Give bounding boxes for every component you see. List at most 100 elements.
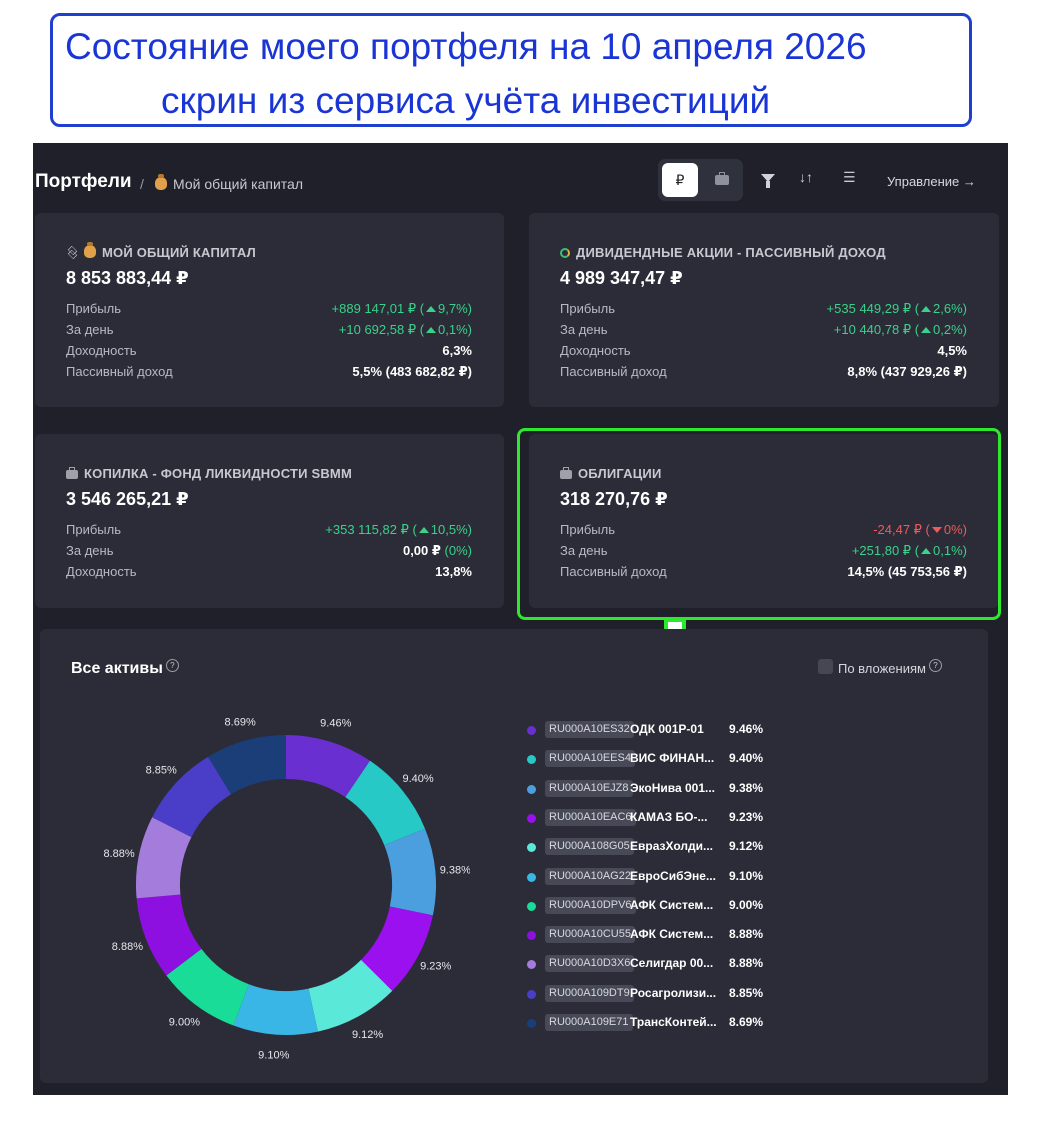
row-value: +535 449,29 ₽ (2,6%): [827, 301, 967, 317]
row-value-pct: 9,7%): [438, 301, 472, 316]
row-label: Прибыль: [66, 301, 121, 316]
asset-percent: 9.46%: [729, 722, 764, 736]
row-label: Доходность: [66, 564, 137, 579]
card-amount: 8 853 883,44 ₽: [66, 268, 189, 288]
row-value-pct: (0%): [440, 543, 472, 558]
isin-tag: RU000A10EES4: [545, 750, 635, 768]
row-label: За день: [66, 322, 114, 337]
legend-item[interactable]: RU000A109E71 ТрансКонтей... 8.69%: [527, 1012, 787, 1034]
legend-item[interactable]: RU000A10AG22 ЕвроСибЭне... 9.10%: [527, 866, 787, 888]
portfolio-view-button[interactable]: [704, 163, 740, 197]
isin-tag: RU000A10D3X6: [545, 955, 635, 973]
card-title: ДИВИДЕНДНЫЕ АКЦИИ - ПАССИВНЫЙ ДОХОД: [560, 245, 886, 260]
row-value-amount: +10 440,78 ₽ (: [833, 322, 920, 337]
card-title-text: МОЙ ОБЩИЙ КАПИТАЛ: [102, 245, 256, 260]
row-value: 8,8% (437 929,26 ₽): [847, 364, 967, 379]
legend-item[interactable]: RU000A109DT9 Росагролизи... 8.85%: [527, 983, 787, 1005]
row-value: 6,3%: [442, 343, 472, 358]
asset-name: Росагролизи...: [630, 985, 717, 1000]
donut-slice[interactable]: [384, 828, 436, 916]
isin-tag: RU000A10CU55: [545, 926, 635, 944]
by-investment-label: По вложениям?: [838, 659, 942, 676]
donut-slice-label: 9.23%: [420, 961, 451, 973]
card-row-profit: Прибыль +535 449,29 ₽ (2,6%): [560, 301, 967, 319]
donut-slice[interactable]: [345, 760, 425, 846]
card-title: КОПИЛКА - ФОНД ЛИКВИДНОСТИ SBMM: [66, 466, 352, 481]
isin-tag: RU000A10EJZ8: [545, 779, 633, 797]
portfolio-card-dividend[interactable]: ДИВИДЕНДНЫЕ АКЦИИ - ПАССИВНЫЙ ДОХОД 4 98…: [529, 213, 999, 407]
asset-name: АФК Систем...: [630, 897, 714, 912]
donut-slice[interactable]: [361, 906, 433, 991]
asset-percent: 8.88%: [729, 956, 764, 971]
card-row-passive: Пассивный доход 5,5% (483 682,82 ₽): [66, 364, 472, 382]
breadcrumb[interactable]: Мой общий капитал: [155, 174, 303, 192]
asset-name: ЭкоНива 001...: [630, 780, 716, 795]
row-value: 0,00 ₽ (0%): [403, 543, 472, 559]
dividend-icon: [560, 248, 570, 258]
isin-tag: RU000A109DT9: [545, 984, 634, 1002]
row-value: +889 147,01 ₽ (9,7%): [332, 301, 472, 317]
help-icon[interactable]: ?: [928, 659, 942, 672]
legend-item[interactable]: RU000A10EES4 ВИС ФИНАН... 9.40%: [527, 748, 787, 770]
view-toggle: ₽: [658, 159, 743, 201]
card-title-text: ДИВИДЕНДНЫЕ АКЦИИ - ПАССИВНЫЙ ДОХОД: [576, 245, 886, 260]
donut-slice-label: 9.46%: [320, 717, 351, 729]
row-label: Прибыль: [66, 522, 121, 537]
caption-line-1: Состояние моего портфеля на 10 апреля 20…: [65, 26, 867, 67]
card-row-day: За день 0,00 ₽ (0%): [66, 543, 472, 561]
card-amount: 318 270,76 ₽: [560, 489, 668, 509]
caption-banner: Состояние моего портфеля на 10 апреля 20…: [50, 13, 972, 127]
isin-tag: RU000A10DPV6: [545, 896, 636, 914]
card-row-day: За день +10 692,58 ₽ (0,1%): [66, 322, 472, 340]
row-value: 14,5% (45 753,56 ₽): [847, 564, 967, 579]
donut-slice-label: 9.00%: [169, 1016, 200, 1028]
row-label: Пассивный доход: [560, 364, 667, 379]
assets-title: Все активы?: [71, 659, 179, 678]
legend-item[interactable]: RU000A108G05 ЕвразХолди... 9.12%: [527, 836, 787, 858]
donut-slice[interactable]: [233, 984, 318, 1035]
isin-tag: RU000A109E71: [545, 1014, 633, 1031]
row-value: +10 440,78 ₽ (0,2%): [834, 322, 967, 338]
legend-dot: [527, 843, 536, 853]
asset-percent: 9.12%: [729, 839, 764, 854]
donut-slice[interactable]: [308, 959, 393, 1032]
donut-slice[interactable]: [286, 735, 371, 798]
legend-dot: [527, 872, 536, 882]
arrow-up-icon: [426, 327, 437, 333]
card-row-profit: Прибыль +353 115,82 ₽ (10,5%): [66, 522, 472, 540]
donut-slice[interactable]: [208, 735, 286, 795]
legend-item[interactable]: RU000A10EJZ8 ЭкоНива 001... 9.38%: [527, 778, 787, 800]
arrow-up-icon: [921, 548, 932, 554]
caption-line-2: скрин из сервиса учёта инвестиций: [161, 80, 771, 121]
donut-slice[interactable]: [136, 894, 202, 976]
manage-button[interactable]: Управление →: [887, 174, 976, 189]
donut-slice-label: 9.38%: [440, 865, 470, 877]
page-title: Портфели: [35, 171, 132, 192]
asset-percent: 8.88%: [729, 927, 764, 942]
donut-slice[interactable]: [152, 756, 231, 838]
portfolio-card-total[interactable]: МОЙ ОБЩИЙ КАПИТАЛ 8 853 883,44 ₽ Прибыль…: [35, 213, 504, 407]
list-icon[interactable]: ☰: [843, 169, 856, 185]
card-title: ОБЛИГАЦИИ: [560, 466, 662, 481]
portfolio-card-bonds[interactable]: ОБЛИГАЦИИ 318 270,76 ₽ Прибыль -24,47 ₽ (…: [529, 434, 999, 608]
legend-item[interactable]: RU000A10DPV6 АФК Систем... 9.00%: [527, 895, 787, 917]
asset-percent: 8.85%: [729, 985, 764, 1000]
legend-item[interactable]: RU000A10CU55 АФК Систем... 8.88%: [527, 924, 787, 946]
portfolio-card-savings[interactable]: КОПИЛКА - ФОНД ЛИКВИДНОСТИ SBMM 3 546 26…: [35, 434, 504, 608]
legend-item[interactable]: RU000A10EAC6 КАМАЗ БО-... 9.23%: [527, 807, 787, 829]
by-investment-checkbox[interactable]: [818, 659, 833, 674]
legend-dot: [527, 931, 536, 941]
arrow-up-icon: [418, 527, 429, 533]
row-label: Доходность: [66, 343, 137, 358]
filter-icon[interactable]: [761, 174, 775, 188]
legend-item[interactable]: RU000A10D3X6 Селигдар 00... 8.88%: [527, 953, 787, 975]
briefcase-icon: [560, 467, 572, 480]
card-row-yield: Доходность 13,8%: [66, 564, 472, 582]
currency-view-button[interactable]: ₽: [662, 163, 698, 197]
help-icon[interactable]: ?: [165, 659, 179, 672]
legend-item[interactable]: RU000A10ES32 ОДК 001P-01 9.46%: [527, 719, 787, 741]
sort-icon[interactable]: ↓↑: [799, 169, 813, 185]
donut-slice[interactable]: [136, 817, 192, 899]
donut-slice[interactable]: [166, 948, 249, 1026]
briefcase-icon: [715, 171, 729, 185]
